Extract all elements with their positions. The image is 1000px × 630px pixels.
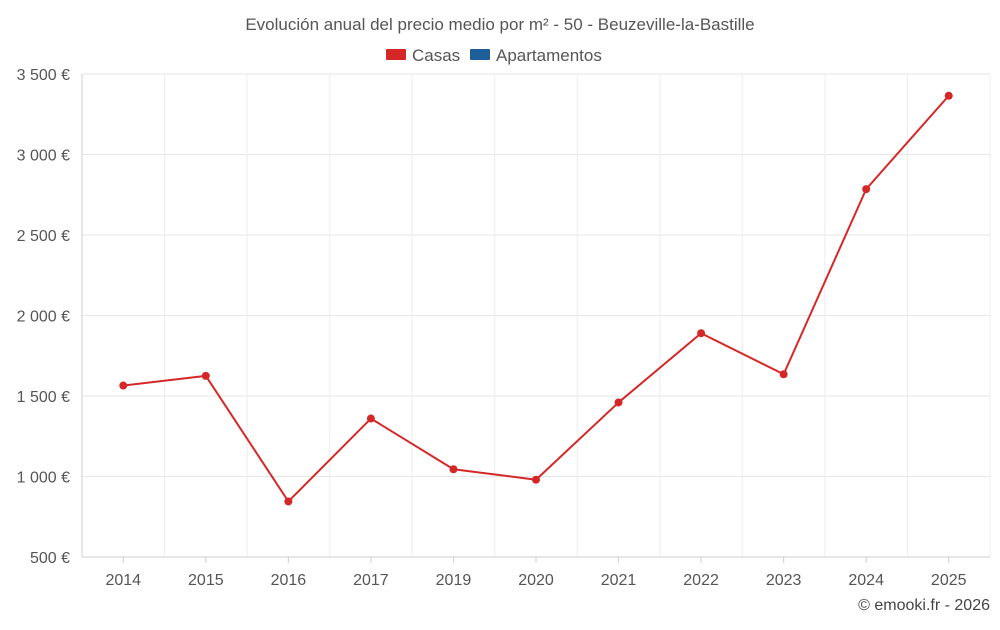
y-tick-label: 1 500 € [17, 389, 70, 406]
data-point[interactable] [532, 475, 540, 484]
legend-item-apartamentos[interactable]: Apartamentos [470, 46, 602, 65]
x-tick-label: 2023 [766, 572, 802, 589]
data-point[interactable] [614, 398, 623, 407]
x-tick-label: 2020 [518, 572, 554, 589]
data-point[interactable] [449, 465, 458, 474]
data-point[interactable] [201, 371, 210, 380]
legend-label-casas: Casas [412, 46, 460, 65]
x-tick-label: 2022 [683, 572, 719, 589]
data-point[interactable] [697, 329, 706, 338]
y-tick-label: 2 500 € [17, 228, 70, 245]
y-tick-label: 3 500 € [17, 67, 70, 84]
legend-swatch-casas [386, 49, 406, 60]
footer-credit: © emooki.fr - 2026 [858, 597, 990, 614]
data-point[interactable] [119, 381, 128, 390]
x-tick-label: 2019 [436, 572, 472, 589]
y-tick-label: 500 € [30, 550, 70, 567]
x-tick-label: 2015 [188, 572, 224, 589]
y-tick-label: 3 000 € [17, 148, 70, 165]
legend: Casas Apartamentos [386, 46, 602, 65]
series-layer [119, 91, 953, 506]
x-tick-label: 2025 [931, 572, 967, 589]
y-tick-label: 1 000 € [17, 470, 70, 487]
legend-swatch-apartamentos [470, 49, 490, 60]
y-axis: 500 € 1 000 € 1 500 € 2 000 € 2 500 € 3 000 €… [17, 67, 83, 567]
data-point[interactable] [862, 185, 871, 194]
x-axis: 2014 2015 2016 2017 2019 2020 2021 2022 2023 2024… [82, 556, 990, 589]
x-tick-label: 2014 [105, 572, 141, 589]
data-point[interactable] [366, 414, 375, 423]
data-point[interactable] [779, 370, 788, 379]
legend-item-casas[interactable]: Casas [386, 46, 460, 65]
legend-label-apartamentos: Apartamentos [496, 46, 602, 65]
data-point[interactable] [944, 91, 953, 100]
x-tick-label: 2024 [848, 572, 884, 589]
grid [81, 73, 991, 558]
chart-title: Evolución anual del precio medio por m² … [245, 15, 754, 34]
data-point[interactable] [284, 497, 293, 506]
x-tick-label: 2017 [353, 572, 389, 589]
y-tick-label: 2 000 € [17, 309, 70, 326]
x-tick-label: 2016 [271, 572, 307, 589]
x-tick-label: 2021 [601, 572, 637, 589]
